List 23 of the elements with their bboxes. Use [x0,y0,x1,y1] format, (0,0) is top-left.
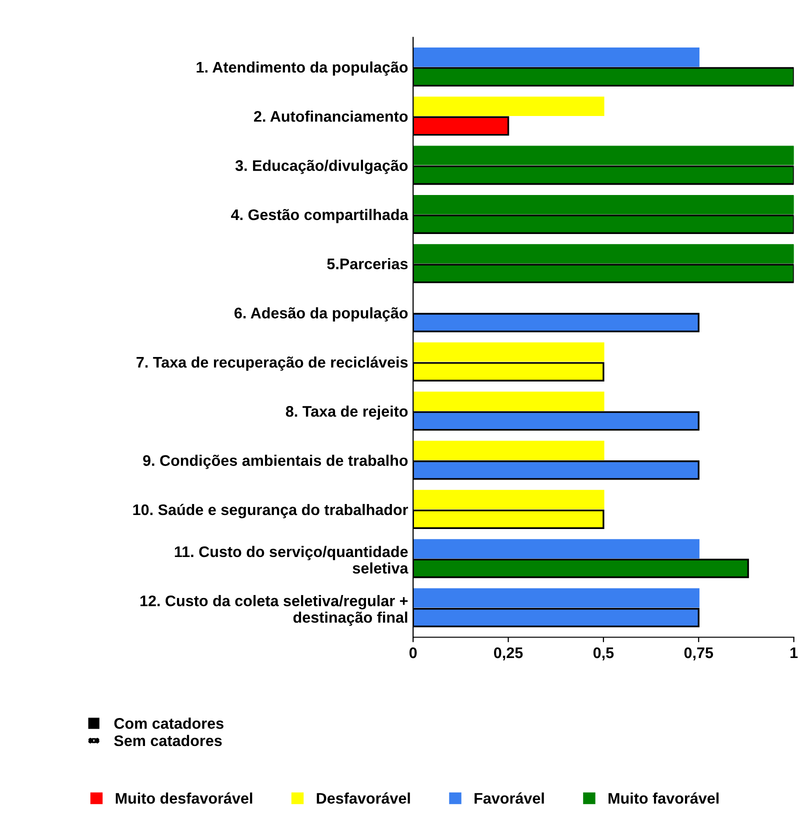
y-tick-label: 8. Taxa de rejeito [286,406,408,420]
x-tick-label: 0,5 [593,647,614,660]
text: Favorável [474,792,544,804]
y-tick-label: 10. Saúde e segurança do trabalhador [133,504,408,518]
x-tick-label: 1 [790,648,798,658]
y-tick-label: 5.Parcerias [327,258,408,270]
text: Com catadores [114,718,224,729]
text: Sem catadores [114,734,222,746]
y-tick-label: 6. Adesão da população [234,307,408,322]
text: Muito desfavorável [116,792,252,804]
y-tick-label: 9. Condições ambientais de trabalho [143,454,408,469]
y-tick-label: 3. Educação/divulgação [235,160,408,174]
y-tick-label: 1. Atendimento da população [196,61,408,76]
y-tick-label: 12. Custo da coleta seletiva/regular + destinação final [140,595,408,626]
y-tick-label: 7. Taxa de recuperação de recicláveis [136,356,408,371]
y-tick-label: 4. Gestão compartilhada [231,208,408,224]
text: Muito favorável [608,792,719,804]
x-tick-label: 0 [409,647,417,658]
y-tick-label: 11. Custo do serviço/quantidade seletiva [174,546,408,574]
x-tick-label: 0,75 [684,647,714,660]
y-tick-label: 2. Autofinanciamento [254,110,408,122]
x-tick-label: 0,25 [494,647,523,660]
text: Desfavorável [316,792,410,804]
